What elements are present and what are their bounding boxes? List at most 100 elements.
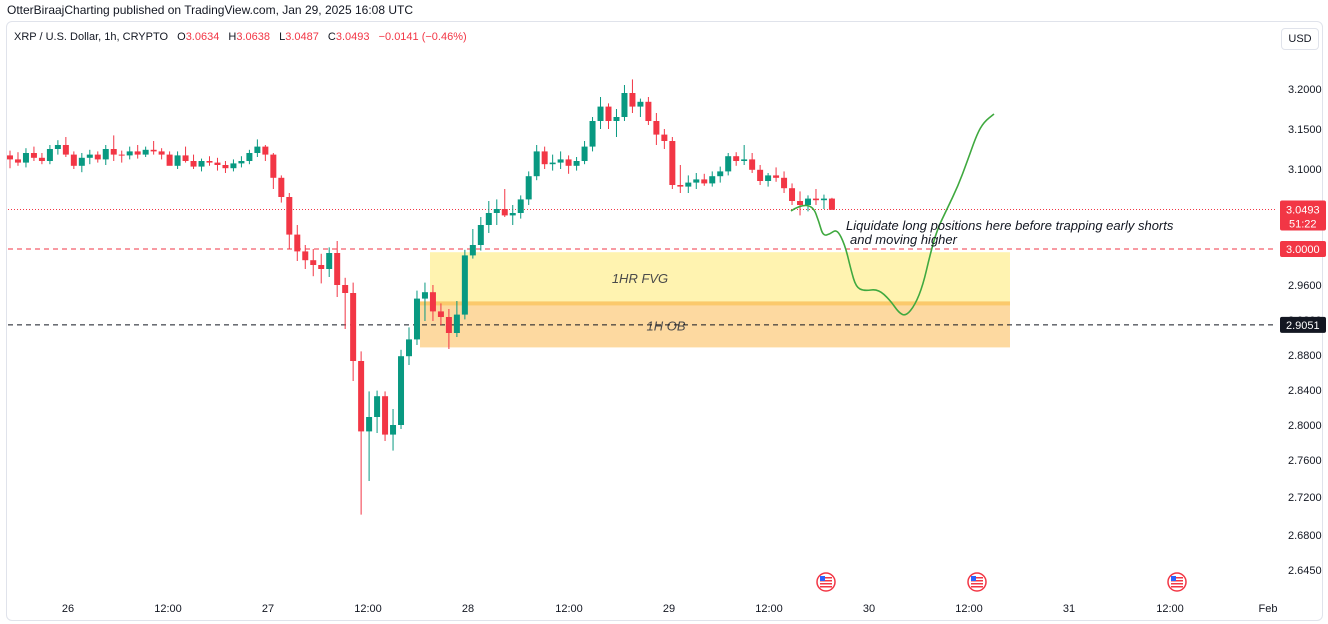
flag-canton (820, 576, 825, 581)
candle-body (278, 177, 285, 197)
candle-body (158, 151, 165, 155)
candle-body (828, 198, 835, 210)
candle-body (198, 161, 205, 167)
candle-body (222, 165, 229, 169)
candle-body (413, 298, 420, 340)
close-value: 3.0493 (335, 31, 370, 43)
candle (820, 194, 827, 209)
candle-body (613, 117, 620, 121)
candle (150, 141, 157, 155)
us-flag-icon[interactable] (816, 572, 836, 592)
candle (477, 217, 484, 251)
symbol-name[interactable]: XRP / U.S. Dollar, 1h, CRYPTO (14, 31, 169, 43)
symbol-legend[interactable]: XRP / U.S. Dollar, 1h, CRYPTO O3.0634 H3… (14, 31, 467, 43)
candle-body (206, 161, 213, 163)
candle-body (182, 155, 189, 161)
flag-stripe (820, 586, 832, 588)
candle (461, 249, 468, 320)
publisher-line: OtterBiraajCharting published on Trading… (7, 3, 414, 17)
candle-body (230, 163, 237, 169)
candle-body (781, 177, 788, 189)
flag-stripe (971, 586, 983, 588)
candle (573, 157, 580, 171)
y-tick-label: 3.1000 (1288, 164, 1322, 176)
candle (118, 150, 125, 163)
candle-body (7, 155, 13, 160)
candle-body (445, 317, 452, 333)
candle (501, 189, 508, 217)
candle-body (254, 146, 261, 153)
candle-body (789, 188, 796, 201)
candle (797, 191, 804, 216)
ob-top-edge (420, 301, 1010, 306)
candle (421, 282, 428, 321)
candle-body (14, 159, 21, 163)
candle-body (366, 417, 373, 432)
candle (222, 161, 229, 173)
annotation-line2: and moving higher (850, 232, 958, 247)
candle (310, 249, 317, 277)
us-flag-icon[interactable] (967, 572, 987, 592)
y-tick-label: 2.6450 (1288, 565, 1322, 577)
us-flag-icon[interactable] (1167, 572, 1187, 592)
candle-body (565, 159, 572, 166)
candle-body (421, 292, 428, 299)
candle (366, 391, 373, 481)
projection-line (790, 113, 995, 316)
candle-body (812, 198, 819, 201)
candle-body (677, 185, 684, 187)
candle (445, 309, 452, 349)
candle (390, 409, 397, 451)
candle (589, 117, 596, 152)
candle-body (525, 176, 532, 200)
high-label: H (228, 31, 237, 43)
candle-body (605, 106, 612, 121)
candle (398, 349, 405, 429)
candle-body (741, 159, 748, 161)
candle (773, 167, 780, 182)
candle (413, 290, 420, 345)
candle-body (302, 251, 309, 261)
candle-body (765, 175, 772, 181)
candle (238, 156, 245, 168)
flag-stripe (971, 577, 983, 579)
level-3-tag: 3.0000 (1280, 241, 1326, 257)
candle (661, 129, 668, 149)
candle (350, 282, 357, 381)
candle (286, 193, 293, 249)
flag-stripe (971, 583, 983, 585)
candle-body (773, 175, 780, 178)
candle-body (621, 93, 628, 117)
candle (629, 79, 636, 113)
flag-ring (816, 572, 836, 592)
candle (565, 155, 572, 174)
candle-body (286, 197, 293, 235)
y-tick-label: 2.9600 (1288, 280, 1322, 292)
candle-body (94, 154, 101, 160)
high-value: 3.0638 (236, 31, 271, 43)
candle (302, 245, 309, 269)
candle (374, 390, 381, 433)
close-label: C (327, 31, 336, 43)
candle (525, 171, 532, 205)
x-tick-label: Feb (1259, 603, 1278, 615)
candle-body (110, 149, 117, 155)
candle-body (485, 213, 492, 225)
current-price-tag: 3.0493 51:22 (1280, 200, 1326, 231)
x-tick-label: 27 (262, 603, 274, 615)
candle (653, 113, 660, 145)
candle (733, 152, 740, 166)
candle-body (461, 255, 468, 315)
candle (828, 197, 835, 210)
candle (541, 146, 548, 169)
level-29-bg (1280, 316, 1326, 333)
candle (637, 98, 644, 117)
low-value: 3.0487 (285, 31, 319, 43)
candle-body (477, 225, 484, 245)
currency-button[interactable]: USD (1281, 28, 1319, 50)
candle (805, 195, 811, 212)
candle (262, 145, 269, 161)
current-price-text: 3.0493 (1286, 205, 1320, 217)
candle-body (262, 146, 269, 155)
